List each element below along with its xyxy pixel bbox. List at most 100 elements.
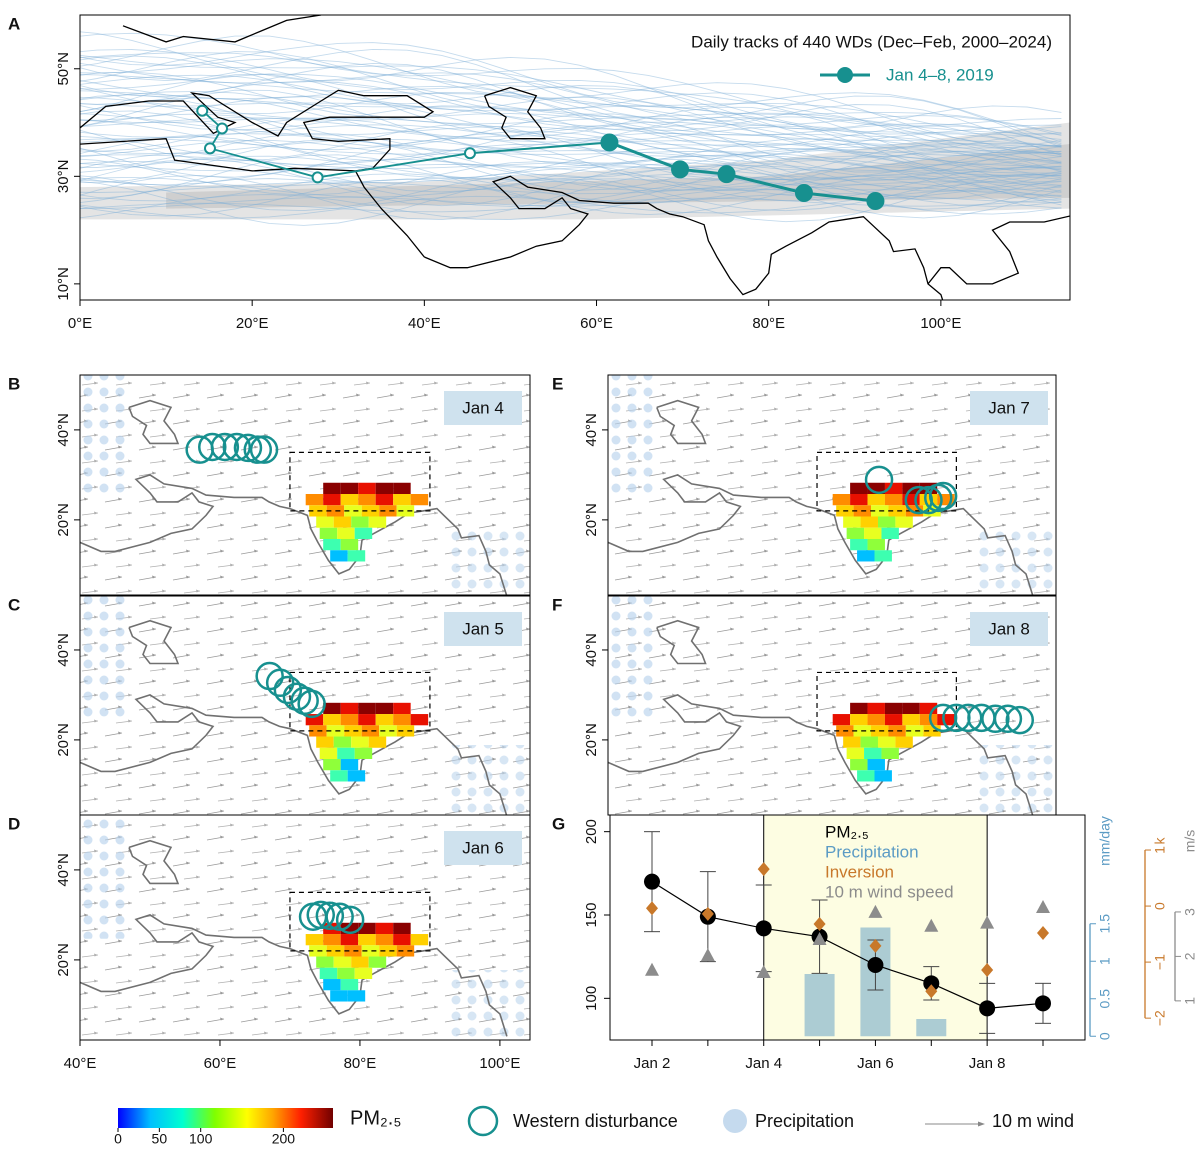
track <box>80 173 1062 203</box>
pm-cell <box>877 736 896 748</box>
pm-cell <box>361 945 380 957</box>
frame <box>79 814 531 1041</box>
track-point <box>216 122 229 135</box>
track-point <box>866 192 885 211</box>
track <box>80 152 1062 200</box>
coastline <box>128 399 180 445</box>
pm-cell <box>846 527 865 539</box>
axis-title: mm/day <box>1097 816 1113 866</box>
pm-cell <box>919 714 938 726</box>
track <box>80 97 1062 166</box>
legend-label: Western disturbance <box>513 1111 678 1131</box>
diamond <box>981 962 994 977</box>
y-tick-label: 1 <box>1097 957 1113 965</box>
y-tick-label: 30°N <box>55 160 72 194</box>
pm-cell <box>337 527 355 539</box>
triangle <box>756 964 771 978</box>
triangle <box>1036 900 1050 914</box>
track <box>80 51 1062 154</box>
x-tick-label: 20°E <box>236 315 269 332</box>
wd-circle <box>306 900 335 930</box>
date-box <box>444 612 522 646</box>
panel-letter: C <box>8 595 20 614</box>
pm-cell <box>354 747 373 760</box>
track <box>80 73 1062 155</box>
y-tick-label: 40°N <box>55 413 72 447</box>
panel: D Jan 6 20°N 40°N 40°E 60°E 80°E 100°E <box>8 814 531 1072</box>
track <box>80 139 1062 183</box>
pm-cell <box>850 759 868 771</box>
pm-cell <box>340 759 359 771</box>
pm-cell <box>919 493 938 506</box>
date-label: Jan 6 <box>462 838 504 857</box>
track <box>80 113 1062 174</box>
pm-cell <box>832 493 851 506</box>
line <box>651 881 1044 1009</box>
point <box>644 873 660 890</box>
track <box>80 105 1062 158</box>
x-tick-label: 80°E <box>752 315 785 332</box>
x-tick-label: 60°E <box>580 315 613 332</box>
track <box>80 190 1062 219</box>
pm-cell <box>881 527 899 539</box>
point <box>867 957 884 973</box>
pm-cell <box>368 956 387 968</box>
x-tick-label: 100°E <box>479 1055 520 1072</box>
precip-field <box>608 596 658 717</box>
track <box>80 54 1062 134</box>
pm-cell <box>323 493 341 506</box>
x-tick-label: 100°E <box>920 315 961 332</box>
date-box <box>444 831 522 865</box>
track <box>80 71 1062 154</box>
pm-cell <box>351 736 369 748</box>
pm-cell <box>333 956 352 968</box>
pm-cell <box>361 725 380 737</box>
pm-cell <box>393 482 411 494</box>
pm-cell <box>319 527 338 539</box>
panel: C Jan 5 20°N 40°N <box>8 595 531 816</box>
y-tick-label: 20°N <box>583 723 600 757</box>
track <box>80 154 1062 181</box>
pm-cell <box>874 770 892 782</box>
pm-cell <box>361 505 380 517</box>
track-point <box>463 147 476 160</box>
y-tick-label: 100 <box>583 986 600 1011</box>
panel-letter: D <box>8 814 20 833</box>
wd-circle <box>249 435 279 464</box>
pm-cell <box>340 538 359 551</box>
diamond <box>646 901 658 916</box>
x-tick-label: 80°E <box>344 1055 377 1072</box>
pm-cell <box>393 702 411 715</box>
pm-cell <box>884 714 903 726</box>
precip-field <box>976 525 1056 595</box>
diamond <box>757 862 770 877</box>
pm-cell <box>895 736 913 748</box>
wd-circle <box>1005 705 1035 735</box>
coastline <box>80 474 508 595</box>
pm-cell <box>316 956 334 968</box>
pm-cell <box>305 493 324 506</box>
point <box>979 1000 996 1017</box>
wd-circle <box>335 905 365 935</box>
diamond <box>813 916 826 931</box>
pm-cell <box>850 482 868 494</box>
pm-cell <box>937 714 955 726</box>
track <box>80 138 1062 179</box>
pm-cell <box>319 747 338 760</box>
pm-cell <box>867 538 885 551</box>
wd-circle <box>914 485 943 515</box>
precip-field <box>80 596 130 717</box>
date-box <box>444 391 522 425</box>
track <box>80 80 1062 164</box>
pm-cell <box>368 736 387 748</box>
x-tick-label: Jan 8 <box>969 1055 1006 1072</box>
pm-cell <box>375 934 394 946</box>
track <box>80 162 1062 181</box>
track <box>80 173 1062 212</box>
pm-cell <box>379 725 397 737</box>
pm-cell <box>867 493 885 506</box>
wd-circle <box>233 433 263 463</box>
y-tick-label: 40°N <box>55 633 72 667</box>
diamond <box>869 938 882 953</box>
triangle <box>700 948 715 962</box>
